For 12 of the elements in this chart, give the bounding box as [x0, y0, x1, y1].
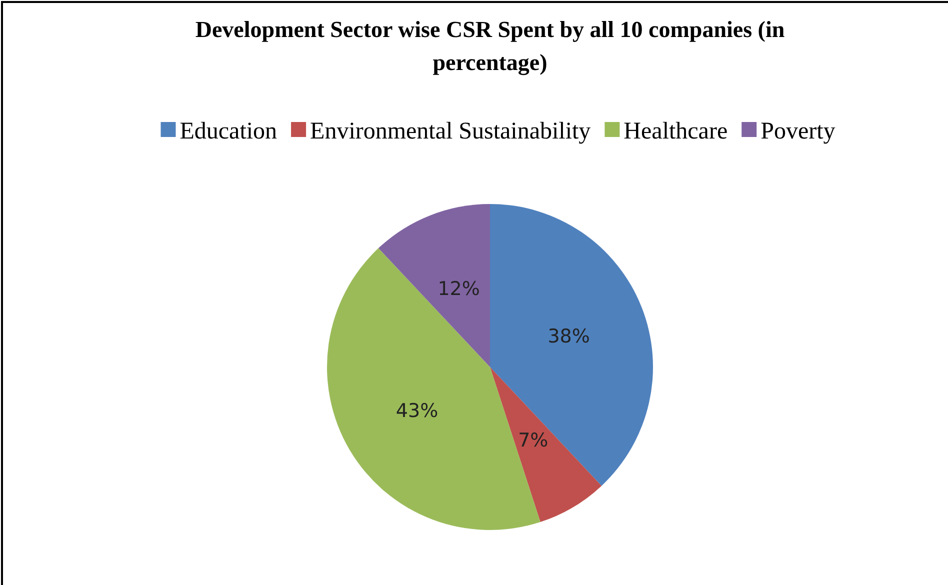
data-label: 38%	[548, 325, 590, 348]
chart-title: Development Sector wise CSR Spent by all 10 companies (in percentage)	[195, 17, 785, 76]
data-label: 43%	[396, 400, 438, 422]
pie-slice	[490, 204, 653, 486]
pie-slice	[490, 367, 602, 522]
legend-label: Poverty	[760, 118, 836, 144]
data-label: 12%	[438, 278, 480, 300]
data-label: 7%	[518, 430, 548, 452]
legend-label: Healthcare	[624, 118, 728, 144]
legend-label: Environmental Sustainability	[310, 118, 591, 144]
pie-slice	[378, 204, 490, 367]
legend-label: Education	[180, 118, 278, 144]
